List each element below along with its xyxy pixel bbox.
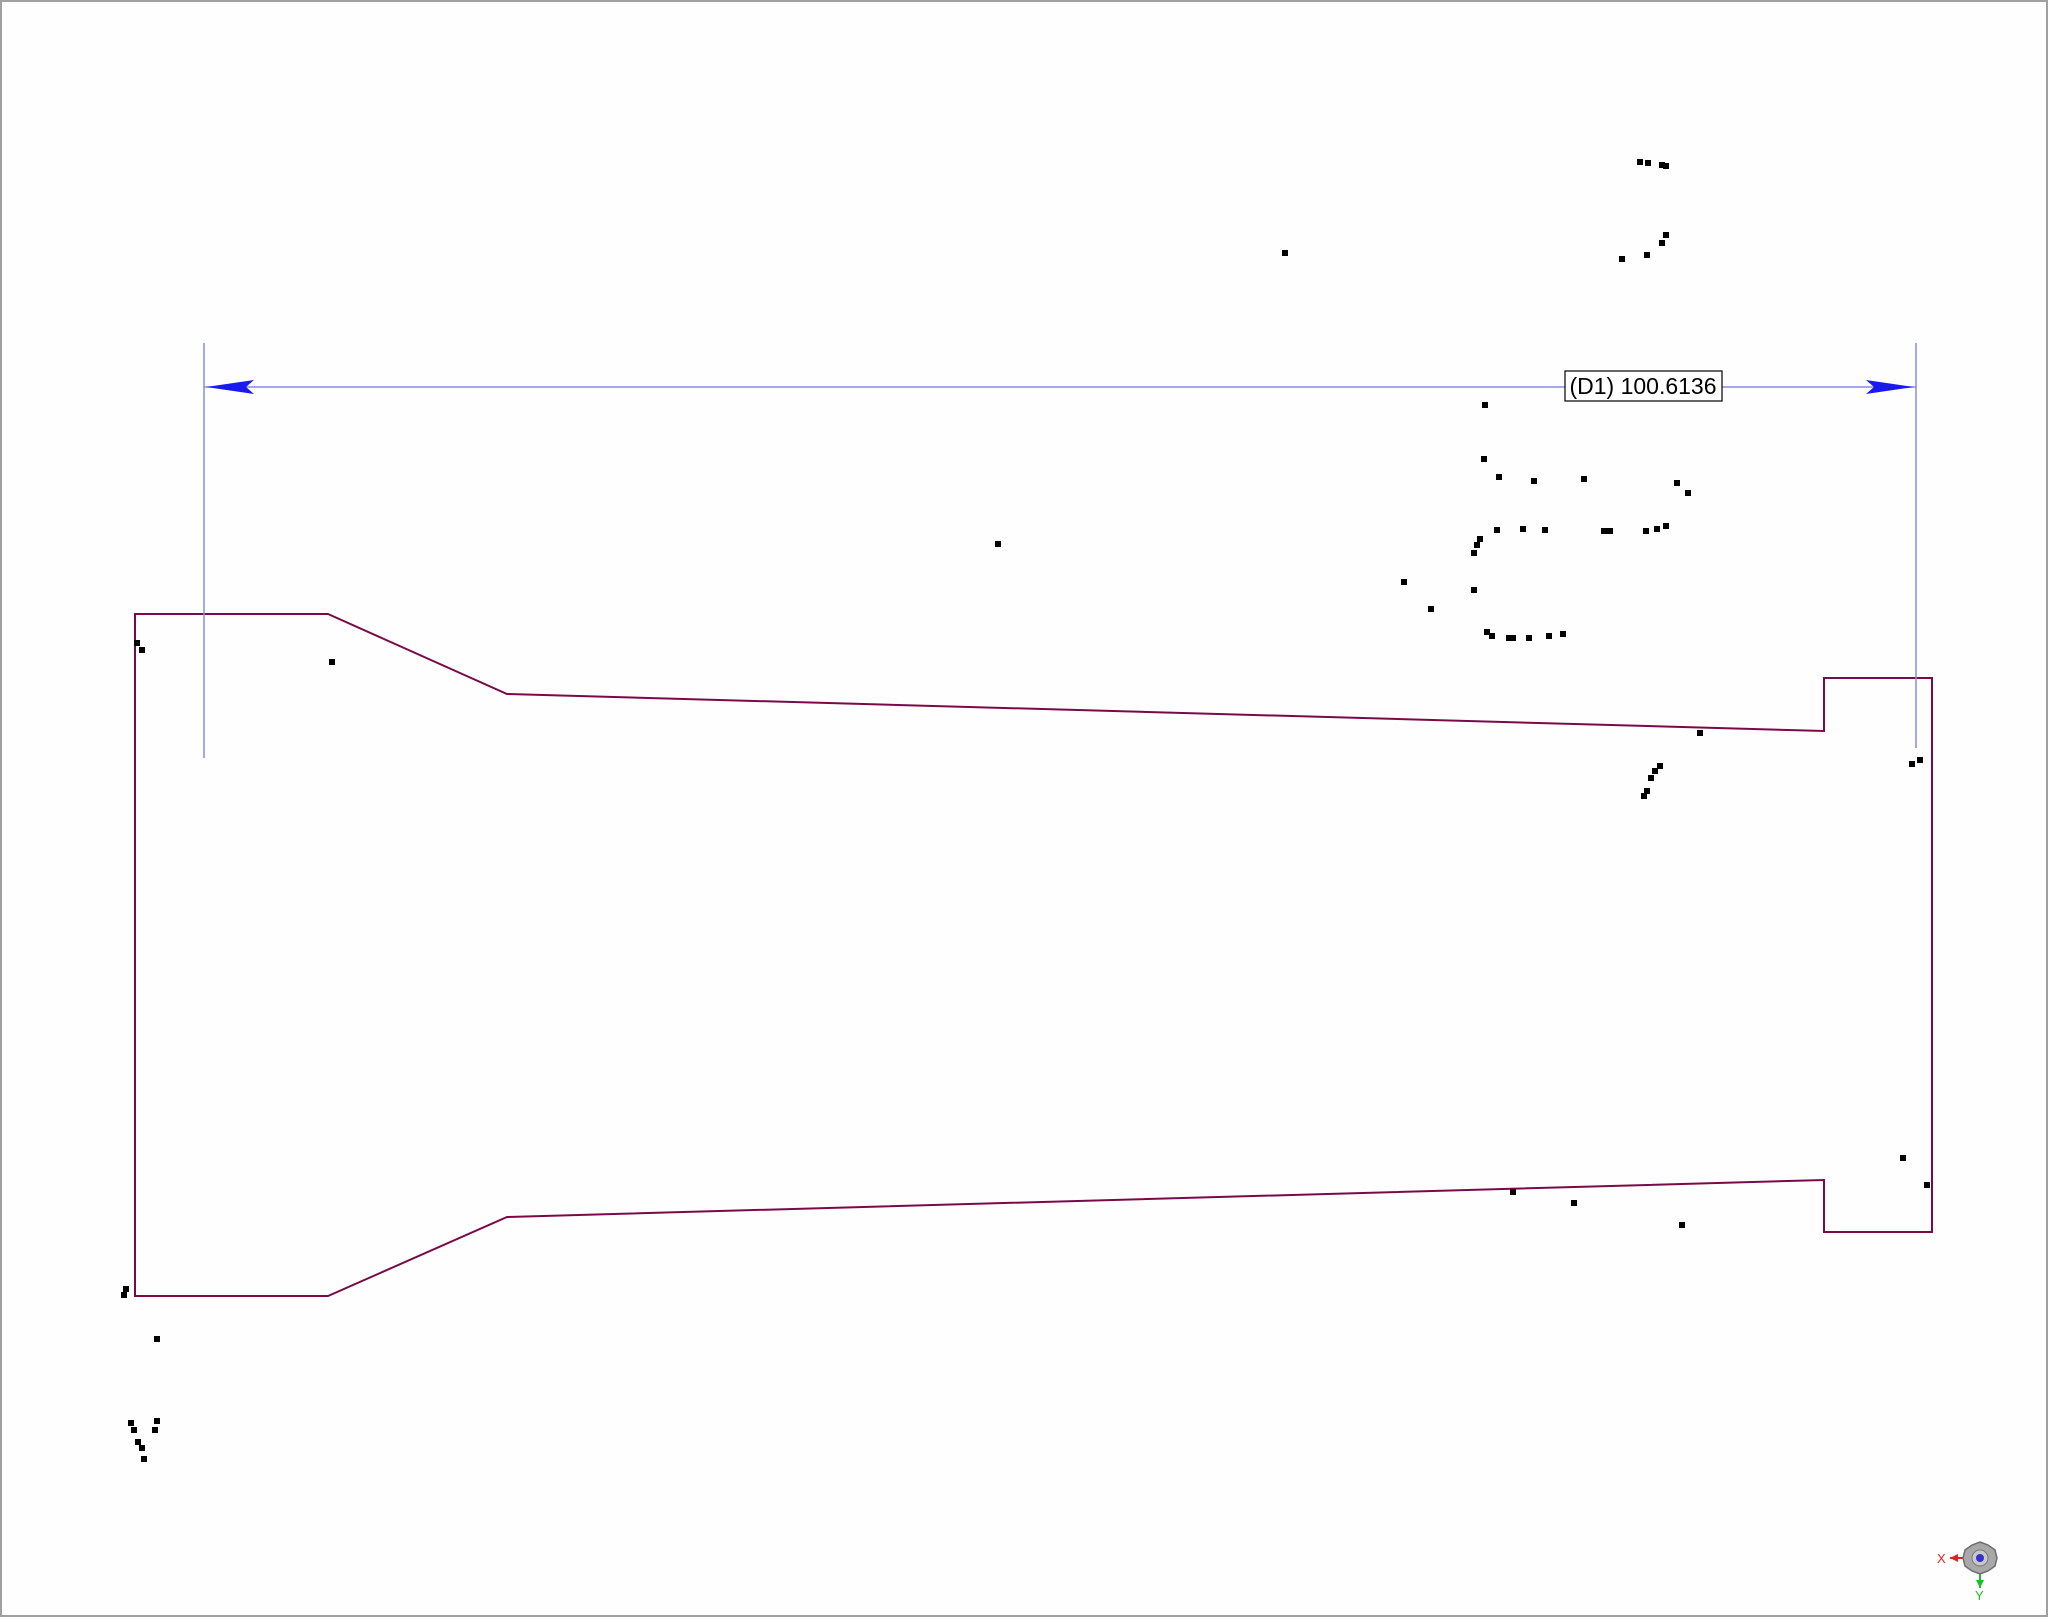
measured-point[interactable] bbox=[1282, 250, 1288, 256]
measured-point[interactable] bbox=[1637, 159, 1643, 165]
measured-point[interactable] bbox=[1663, 523, 1669, 529]
measured-point[interactable] bbox=[1607, 528, 1613, 534]
dimension-arrow-left bbox=[206, 380, 254, 394]
measured-point[interactable] bbox=[1657, 763, 1663, 769]
measured-point[interactable] bbox=[1401, 579, 1407, 585]
measured-point[interactable] bbox=[1648, 775, 1654, 781]
measured-point[interactable] bbox=[1659, 162, 1665, 168]
measured-point[interactable] bbox=[1900, 1155, 1906, 1161]
measured-point[interactable] bbox=[1474, 542, 1480, 548]
measured-point[interactable] bbox=[1697, 730, 1703, 736]
dimension-label[interactable]: (D1) 100.6136 bbox=[1564, 370, 1723, 402]
measured-point[interactable] bbox=[134, 640, 140, 646]
measured-point[interactable] bbox=[135, 1439, 141, 1445]
view-triad[interactable]: X Y bbox=[1937, 1541, 1998, 1603]
measured-point[interactable] bbox=[1510, 1189, 1516, 1195]
measured-point[interactable] bbox=[1510, 635, 1516, 641]
dimension-label-text: (D1) 100.6136 bbox=[1569, 373, 1716, 399]
measured-point[interactable] bbox=[1494, 527, 1500, 533]
dimension-arrow-right bbox=[1866, 380, 1914, 394]
measured-point[interactable] bbox=[152, 1427, 158, 1433]
measured-point[interactable] bbox=[1481, 456, 1487, 462]
measured-point[interactable] bbox=[1520, 526, 1526, 532]
measured-point[interactable] bbox=[139, 647, 145, 653]
measured-point[interactable] bbox=[1471, 550, 1477, 556]
measured-point[interactable] bbox=[1489, 633, 1495, 639]
measured-point[interactable] bbox=[121, 1292, 127, 1298]
measured-point[interactable] bbox=[123, 1286, 129, 1292]
part-profile-outline[interactable] bbox=[134, 613, 1933, 1297]
measured-point[interactable] bbox=[1601, 528, 1607, 534]
measured-point[interactable] bbox=[1526, 635, 1532, 641]
measured-point[interactable] bbox=[1652, 768, 1658, 774]
measured-point[interactable] bbox=[995, 541, 1001, 547]
measured-point[interactable] bbox=[1644, 252, 1650, 258]
triad-y-label: Y bbox=[1975, 1588, 1984, 1603]
measured-point[interactable] bbox=[1644, 788, 1650, 794]
measured-point[interactable] bbox=[1663, 232, 1669, 238]
triad-x-label: X bbox=[1937, 1551, 1946, 1566]
measured-point[interactable] bbox=[329, 659, 335, 665]
measured-point[interactable] bbox=[154, 1336, 160, 1342]
measured-point[interactable] bbox=[1909, 761, 1915, 767]
measured-point[interactable] bbox=[1581, 476, 1587, 482]
measured-point[interactable] bbox=[154, 1418, 160, 1424]
measured-point[interactable] bbox=[1663, 163, 1669, 169]
measured-point[interactable] bbox=[1496, 474, 1502, 480]
measured-point[interactable] bbox=[1477, 536, 1483, 542]
measured-point[interactable] bbox=[1924, 1182, 1930, 1188]
measured-point[interactable] bbox=[131, 1427, 137, 1433]
triad-y-arrow-icon bbox=[1976, 1580, 1984, 1588]
measured-point[interactable] bbox=[1643, 528, 1649, 534]
measured-point[interactable] bbox=[1917, 757, 1923, 763]
measured-point[interactable] bbox=[1654, 526, 1660, 532]
measured-point[interactable] bbox=[1645, 160, 1651, 166]
measured-point[interactable] bbox=[1659, 240, 1665, 246]
measured-point[interactable] bbox=[1546, 633, 1552, 639]
measured-point[interactable] bbox=[1679, 1222, 1685, 1228]
measured-point[interactable] bbox=[141, 1456, 147, 1462]
measured-point[interactable] bbox=[1482, 402, 1488, 408]
measured-point[interactable] bbox=[1506, 635, 1512, 641]
measured-point[interactable] bbox=[1674, 480, 1680, 486]
measured-point[interactable] bbox=[1560, 631, 1566, 637]
triad-x-arrow-icon bbox=[1950, 1554, 1958, 1562]
measured-point[interactable] bbox=[128, 1420, 134, 1426]
measured-point[interactable] bbox=[1471, 587, 1477, 593]
measured-point[interactable] bbox=[1531, 478, 1537, 484]
measured-point[interactable] bbox=[1619, 256, 1625, 262]
measured-point[interactable] bbox=[1542, 527, 1548, 533]
measured-point[interactable] bbox=[1428, 606, 1434, 612]
measured-point[interactable] bbox=[139, 1445, 145, 1451]
triad-z-axis-icon bbox=[1976, 1554, 1984, 1562]
measured-point[interactable] bbox=[1484, 629, 1490, 635]
measured-point[interactable] bbox=[1571, 1200, 1577, 1206]
measured-point[interactable] bbox=[1641, 793, 1647, 799]
measured-point[interactable] bbox=[1685, 490, 1691, 496]
measured-points bbox=[121, 159, 1930, 1462]
